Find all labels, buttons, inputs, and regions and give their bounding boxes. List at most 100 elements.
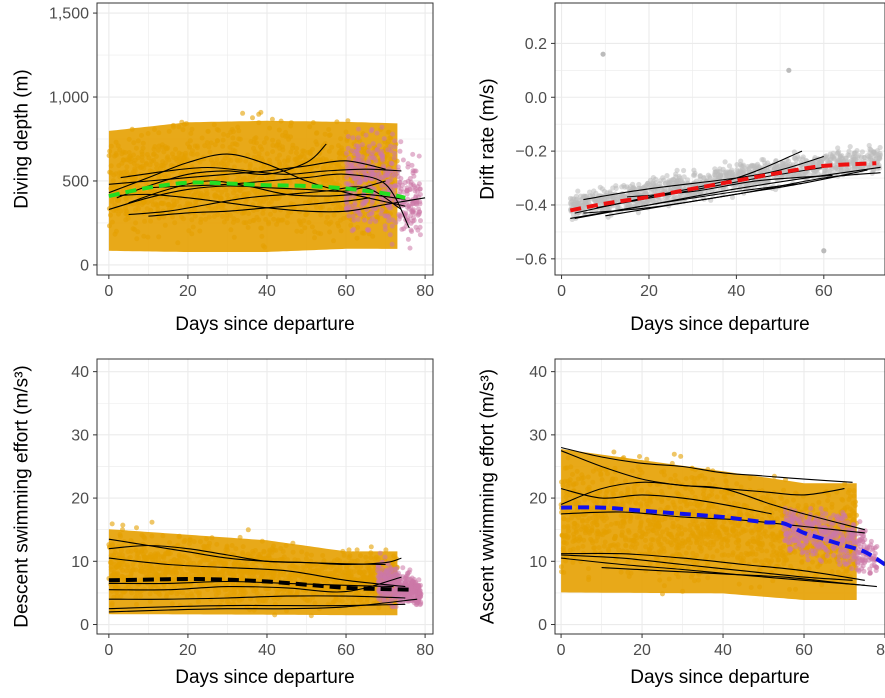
x-axis-label-descent-effort: Days since departure [175, 667, 355, 688]
data-point [119, 151, 124, 156]
y-tick-label: 20 [71, 491, 89, 508]
data-point [262, 245, 267, 250]
data-point [139, 133, 144, 138]
data-point [115, 198, 120, 203]
data-point [760, 517, 765, 522]
data-point [256, 120, 261, 125]
data-point [155, 203, 160, 208]
data-point [242, 220, 247, 225]
data-point [394, 566, 399, 571]
data-point [848, 144, 853, 149]
data-point [389, 571, 394, 576]
data-point [364, 133, 369, 138]
data-point [368, 555, 373, 560]
data-point [417, 154, 422, 159]
y-tick-label: 0 [80, 617, 89, 634]
data-point [575, 469, 580, 474]
data-point [170, 215, 175, 220]
data-point [320, 553, 325, 558]
data-point [177, 204, 182, 209]
data-point [299, 549, 304, 554]
data-point [347, 553, 352, 558]
data-point [226, 157, 231, 162]
data-point [791, 498, 796, 503]
data-point [112, 154, 117, 159]
data-point [388, 144, 393, 149]
data-point [202, 558, 207, 563]
data-point [359, 203, 364, 208]
data-point [636, 182, 641, 187]
data-point [358, 553, 363, 558]
data-point [177, 534, 182, 539]
data-point [120, 527, 125, 532]
data-point [149, 563, 154, 568]
data-point [723, 159, 728, 164]
data-point [265, 151, 270, 156]
data-point [146, 131, 151, 136]
data-point [349, 559, 354, 564]
data-point [398, 149, 403, 154]
data-point [206, 145, 211, 150]
data-point [376, 170, 381, 175]
data-point [214, 593, 219, 598]
data-point [156, 234, 161, 239]
data-point [409, 229, 414, 234]
data-point [413, 580, 418, 585]
data-point [271, 217, 276, 222]
data-point [337, 568, 342, 573]
data-point [340, 549, 345, 554]
data-point [387, 597, 392, 602]
data-point [783, 162, 788, 167]
data-point [235, 158, 240, 163]
data-point [135, 229, 140, 234]
data-point [194, 571, 199, 576]
data-point [294, 146, 299, 151]
data-point [847, 153, 852, 158]
data-point [275, 590, 280, 595]
data-point [352, 593, 357, 598]
data-point [329, 145, 334, 150]
data-point [220, 144, 225, 149]
data-point [166, 550, 171, 555]
data-point [198, 539, 203, 544]
data-point [196, 591, 201, 596]
data-point [290, 563, 295, 568]
data-point [249, 567, 254, 572]
data-point [380, 208, 385, 213]
data-point [310, 224, 315, 229]
data-point [346, 134, 351, 139]
data-point [141, 200, 146, 205]
data-point [138, 593, 143, 598]
data-point [139, 533, 144, 538]
data-point [109, 560, 114, 565]
x-tick-label: 40 [258, 283, 276, 300]
data-point [201, 195, 206, 200]
data-point [331, 238, 336, 243]
data-point [233, 546, 238, 551]
data-point [133, 158, 138, 163]
data-point [114, 229, 119, 234]
data-point [230, 543, 235, 548]
y-tick-label: 0.0 [525, 90, 547, 107]
data-point [375, 568, 380, 573]
data-point [216, 128, 221, 133]
data-point [326, 173, 331, 178]
data-point [232, 235, 237, 240]
data-point [341, 216, 346, 221]
data-point [190, 594, 195, 599]
data-point [683, 527, 688, 532]
data-point [283, 134, 288, 139]
data-point [112, 573, 117, 578]
data-point [350, 135, 355, 140]
data-point [246, 225, 251, 230]
data-point [371, 578, 376, 583]
data-point [382, 136, 387, 141]
data-point [188, 561, 193, 566]
data-point [658, 178, 663, 183]
data-point [401, 226, 406, 231]
data-point [165, 156, 170, 161]
data-point [852, 151, 857, 156]
data-point [182, 554, 187, 559]
